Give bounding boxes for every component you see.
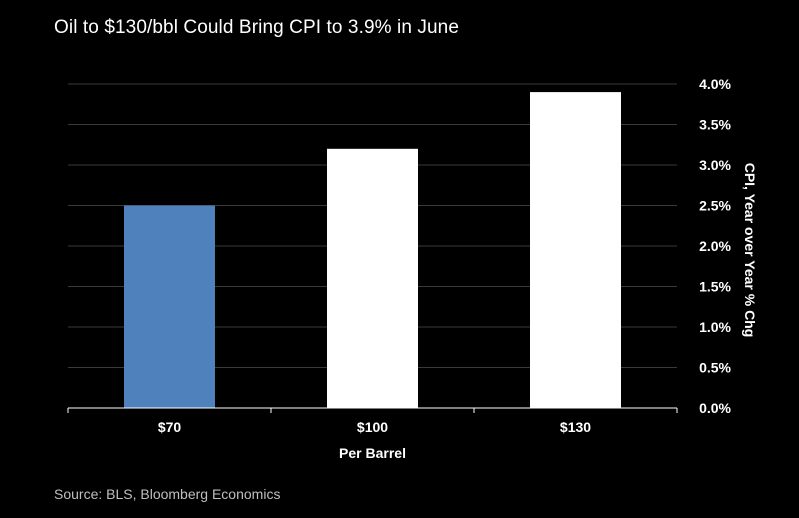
y-axis-ticks: 0.0% 0.5% 1.0% 1.5% 2.0% 2.5% 3.0% 3.5% 4.0% <box>699 76 731 416</box>
y-tick-label: 2.0% <box>699 238 731 254</box>
bar <box>124 205 215 408</box>
y-tick-label: 0.0% <box>699 400 731 416</box>
y-tick-label: 3.0% <box>699 157 731 173</box>
x-axis-label: Per Barrel <box>339 445 406 461</box>
y-tick-label: 1.0% <box>699 319 731 335</box>
y-tick-label: 2.5% <box>699 198 731 214</box>
chart-title: Oil to $130/bbl Could Bring CPI to 3.9% … <box>54 17 459 38</box>
x-tick-label: $70 <box>158 419 182 435</box>
bar <box>530 92 621 408</box>
x-axis-ticks: $70 $100 $130 <box>158 419 591 435</box>
source-note: Source: BLS, Bloomberg Economics <box>54 486 281 502</box>
x-tick-label: $130 <box>560 419 591 435</box>
y-tick-label: 1.5% <box>699 279 731 295</box>
y-axis-label: CPI, Year over Year % Chg <box>742 163 758 338</box>
x-tick-label: $100 <box>357 419 388 435</box>
bars <box>124 92 621 409</box>
y-tick-label: 0.5% <box>699 360 731 376</box>
y-tick-label: 4.0% <box>699 76 731 92</box>
x-axis <box>67 407 678 413</box>
y-tick-label: 3.5% <box>699 117 731 133</box>
bar <box>327 148 418 409</box>
